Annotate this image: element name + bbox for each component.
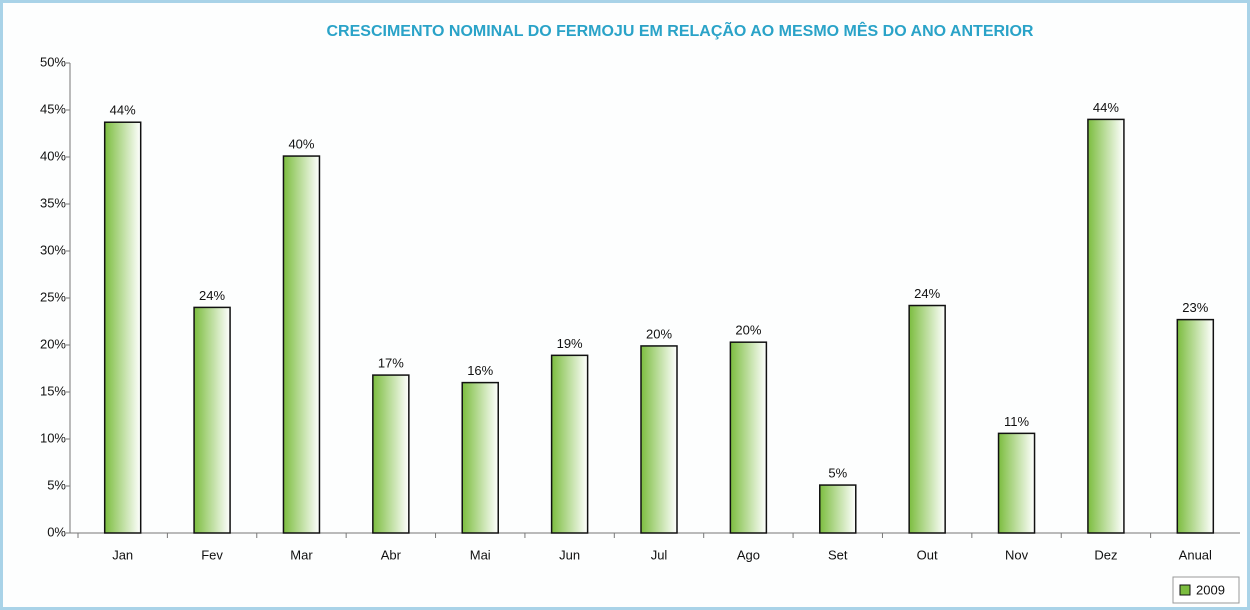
value-label: 44% (110, 103, 136, 118)
y-tick-label: 45% (40, 101, 66, 116)
bar (819, 484, 857, 534)
x-tick-label: Jun (559, 547, 580, 562)
x-tick-label: Fev (201, 547, 223, 562)
bar (908, 304, 946, 534)
x-tick-label: Mai (470, 547, 491, 562)
x-tick-label: Set (828, 547, 848, 562)
value-label: 16% (467, 363, 493, 378)
value-label: 40% (288, 136, 314, 151)
value-label: 24% (914, 286, 940, 301)
y-tick-label: 20% (40, 336, 66, 351)
value-label: 24% (199, 288, 225, 303)
bar (461, 381, 499, 534)
x-tick-label: Jan (112, 547, 133, 562)
value-label: 11% (1004, 414, 1029, 429)
value-label: 44% (1093, 100, 1119, 115)
chart-title: CRESCIMENTO NOMINAL DO FERMOJU EM RELAÇÃ… (327, 20, 1034, 40)
y-tick-label: 15% (40, 383, 66, 398)
value-label: 20% (735, 323, 761, 338)
value-label: 17% (378, 356, 404, 371)
bar (282, 155, 321, 534)
x-tick-label: Mar (290, 547, 313, 562)
bar (997, 432, 1036, 534)
value-label: 5% (828, 465, 847, 480)
value-label: 20% (646, 326, 672, 341)
y-tick-label: 0% (47, 524, 66, 539)
y-tick-label: 40% (40, 148, 66, 163)
bar (103, 121, 142, 534)
x-tick-label: Out (917, 547, 938, 562)
y-tick-label: 10% (40, 430, 66, 445)
bar (372, 374, 410, 534)
y-tick-label: 50% (40, 54, 66, 69)
bar (1087, 118, 1125, 534)
x-tick-label: Anual (1179, 547, 1212, 562)
x-tick-label: Dez (1094, 547, 1117, 562)
y-tick-label: 35% (40, 195, 66, 210)
bar (1176, 318, 1215, 534)
y-tick-label: 30% (40, 242, 66, 257)
bar (193, 306, 231, 534)
bar (729, 341, 768, 534)
bar (640, 345, 678, 534)
x-tick-label: Ago (737, 547, 760, 562)
legend-swatch (1179, 584, 1191, 596)
x-tick-label: Jul (651, 547, 668, 562)
value-label: 19% (557, 336, 583, 351)
value-label: 23% (1182, 300, 1208, 315)
legend-label: 2009 (1196, 582, 1225, 597)
x-tick-label: Nov (1005, 547, 1029, 562)
x-tick-label: Abr (381, 547, 402, 562)
bar (550, 354, 589, 534)
y-tick-label: 5% (47, 477, 66, 492)
y-tick-label: 25% (40, 289, 66, 304)
